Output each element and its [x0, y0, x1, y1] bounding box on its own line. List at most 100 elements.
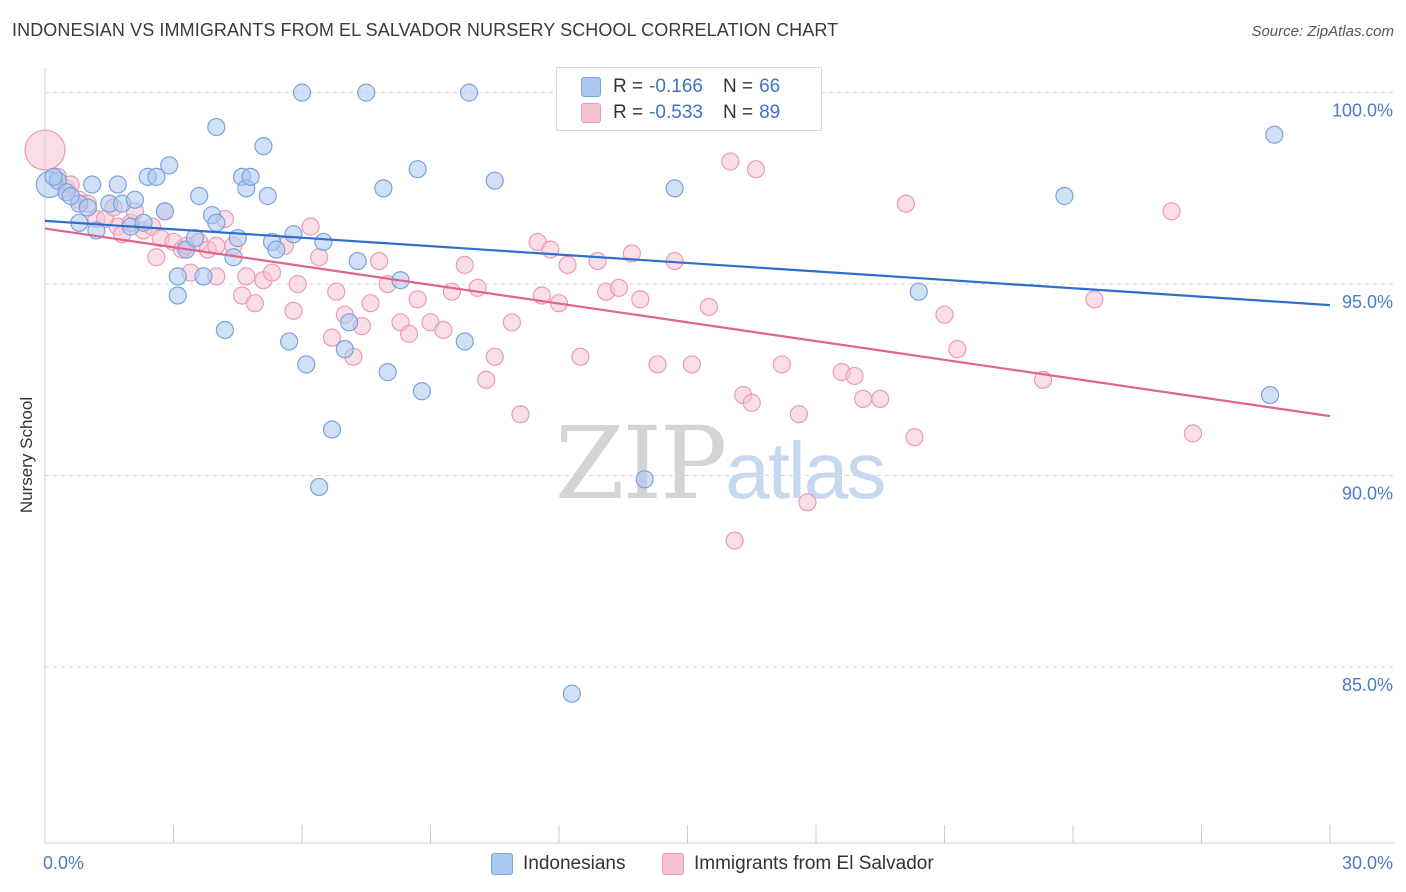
- indonesian-point: [485, 171, 504, 190]
- legend-r-label: R =: [613, 76, 644, 97]
- el-salvador-point: [434, 320, 453, 340]
- indonesian-point: [190, 186, 209, 206]
- el-salvador-point: [477, 370, 496, 389]
- indonesian-point: [78, 198, 97, 217]
- indonesian-point: [310, 477, 329, 497]
- el-salvador-point: [310, 248, 329, 267]
- indonesian-point: [215, 320, 234, 340]
- indonesian-trend-line: [44, 219, 1331, 307]
- bottom-legend-label: Indonesians: [523, 853, 626, 874]
- indonesian-point: [322, 420, 342, 439]
- indonesian-point: [357, 83, 376, 102]
- indonesian-point: [207, 117, 226, 137]
- y-tick-label: 85.0%: [1342, 675, 1393, 695]
- indonesian-point: [665, 179, 684, 198]
- legend-n-value: 66: [759, 76, 781, 97]
- indonesian-point: [412, 382, 432, 401]
- el-salvador-point: [1183, 424, 1203, 443]
- el-salvador-point: [789, 405, 808, 424]
- el-salvador-point: [502, 313, 521, 332]
- indonesian-point: [1265, 125, 1284, 144]
- indonesian-point: [267, 240, 286, 259]
- legend-r-value: -0.533: [649, 102, 703, 123]
- el-salvador-point: [742, 393, 761, 412]
- indonesian-point: [155, 202, 175, 221]
- el-salvador-point: [327, 282, 346, 301]
- el-salvador-point: [1162, 202, 1181, 221]
- legend-n-value: 89: [759, 102, 781, 123]
- el-salvador-point: [948, 340, 967, 359]
- el-salvador-point: [288, 274, 307, 294]
- indonesian-point: [168, 286, 187, 305]
- el-salvador-point: [284, 301, 303, 320]
- y-tick-label: 100.0%: [1332, 101, 1393, 121]
- indonesian-point: [455, 332, 474, 351]
- el-salvador-point: [485, 347, 504, 366]
- indonesian-point: [147, 167, 166, 186]
- el-salvador-point: [721, 152, 740, 171]
- el-salvador-point: [905, 428, 924, 447]
- indonesian-point: [374, 179, 393, 198]
- el-salvador-point: [370, 251, 389, 271]
- el-salvador-point: [571, 347, 590, 366]
- points-layer: [24, 83, 1284, 703]
- y-tick-label: 90.0%: [1342, 483, 1393, 503]
- legend-row-indonesians: R = -0.166 N = 66: [581, 74, 780, 100]
- indonesian-point: [83, 175, 102, 194]
- correlation-legend: R = -0.166 N = 66 R = -0.533 N = 89: [556, 67, 822, 131]
- indonesian-point: [909, 282, 928, 301]
- indonesian-point: [125, 190, 145, 209]
- trend-layer: [44, 219, 1331, 418]
- indonesian-point: [108, 175, 127, 194]
- el-salvador-point: [511, 405, 530, 424]
- el-salvador-point: [896, 194, 916, 213]
- legend-row-el-salvador: R = -0.533 N = 89: [581, 100, 780, 126]
- el-salvador-point: [399, 324, 419, 343]
- el-salvador-point: [262, 263, 282, 282]
- indonesian-point: [258, 186, 277, 206]
- el-salvador-point: [541, 240, 560, 259]
- el-salvador-point: [648, 355, 667, 374]
- indonesian-point: [284, 225, 303, 244]
- legend-swatch-blue: [581, 77, 601, 97]
- x-tick-label: 0.0%: [43, 853, 84, 873]
- el-salvador-point: [845, 366, 864, 386]
- el-salvador-point: [798, 493, 817, 512]
- watermark: ZIPatlas: [555, 405, 886, 522]
- tick-label-layer: 85.0% 90.0% 95.0% 100.0% 0.0% 30.0%: [43, 101, 1393, 873]
- el-salvador-point: [935, 305, 954, 324]
- bottom-legend-indonesians: Indonesians: [491, 852, 625, 876]
- indonesian-point: [378, 363, 397, 382]
- el-salvador-point: [631, 290, 650, 309]
- el-salvador-point: [558, 255, 577, 275]
- el-salvador-point: [24, 129, 66, 171]
- legend-n-label: N =: [722, 102, 754, 123]
- indonesian-point: [44, 167, 63, 186]
- el-salvador-point: [682, 355, 701, 374]
- el-salvador-point: [699, 297, 719, 317]
- indonesian-point: [241, 167, 260, 186]
- el-salvador-point: [1085, 290, 1104, 309]
- indonesian-point: [314, 232, 333, 252]
- el-salvador-point: [322, 328, 342, 347]
- bottom-legend-el-salvador: Immigrants from El Salvador: [662, 852, 934, 876]
- indonesian-point: [61, 186, 80, 206]
- indonesian-point: [459, 83, 479, 102]
- indonesian-point: [160, 156, 179, 175]
- indonesian-point: [1055, 186, 1074, 206]
- el-salvador-point: [147, 248, 166, 267]
- indonesian-point: [207, 213, 226, 232]
- indonesian-point: [408, 160, 427, 179]
- el-salvador-point: [361, 294, 380, 313]
- indonesian-point: [194, 267, 213, 286]
- el-salvador-point: [442, 282, 462, 301]
- el-salvador-point: [746, 160, 766, 179]
- bottom-legend-swatch-pink: [662, 853, 684, 875]
- el-salvador-point: [468, 278, 487, 297]
- legend-n-label: N =: [722, 76, 754, 97]
- indonesian-point: [348, 251, 367, 271]
- indonesian-point: [292, 83, 312, 102]
- legend-r-label: R =: [613, 102, 644, 123]
- el-salvador-point: [245, 294, 264, 313]
